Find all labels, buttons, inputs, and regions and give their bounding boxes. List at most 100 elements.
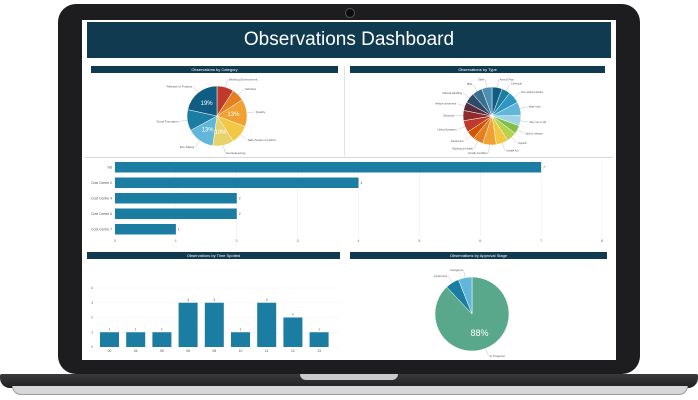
- bar: [309, 332, 329, 347]
- cost-centre-bar-chart: 0 1 2 3 4 5 6 7 8 Yat 7 Cost Centre 2 4 Cost Centre 4…: [91, 160, 603, 243]
- x-category-label: 04: [134, 349, 138, 353]
- pie-category-label: Working Environment: [229, 78, 258, 82]
- pie-category-label: Chemical: [511, 82, 522, 86]
- x-tick-label: 5: [418, 239, 420, 243]
- pie-category-label: Unsafe Condition: [468, 151, 488, 155]
- x-tick-label: 8: [601, 239, 603, 243]
- y-tick-label: 0: [91, 345, 93, 349]
- bar-value-label: 1: [178, 227, 180, 231]
- x-category-label: 13: [317, 349, 321, 353]
- pie-leader-line: [520, 120, 529, 123]
- pie-leader-line: [514, 91, 521, 98]
- bar-value-label: 2: [239, 212, 241, 216]
- pie-leader-line: [511, 137, 518, 144]
- pie-slice-label: 19%: [201, 101, 214, 107]
- x-tick-label: 1: [175, 239, 177, 243]
- time-panel-header: Observations by Time Spotted: [87, 252, 340, 259]
- stage-panel-header: Observations by Approval Stage: [350, 252, 607, 259]
- pie-leader-line: [463, 269, 466, 278]
- bar: [152, 332, 172, 347]
- y-category-label: Cost Centre 2: [91, 181, 112, 185]
- laptop-notch: [300, 374, 398, 380]
- dashboard-title: Observations Dashboard: [87, 22, 611, 58]
- pie-category-label: Other: [478, 78, 485, 82]
- pie-category-label: Vehicle movement: [435, 102, 456, 106]
- x-category-label: 06: [186, 349, 190, 353]
- bar-value-label: 2: [292, 313, 294, 317]
- pie-category-label: Cloud Formation: [156, 119, 179, 123]
- pie-category-label: Approved: [434, 274, 447, 278]
- bar: [178, 302, 198, 347]
- pie-leader-line: [517, 129, 525, 134]
- pie-category-label: Release of Product: [167, 84, 193, 88]
- bar: [115, 162, 542, 173]
- x-tick-label: 6: [479, 239, 481, 243]
- pie-leader-line: [457, 103, 465, 107]
- pie-leader-line: [462, 92, 470, 99]
- x-category-label: 05: [160, 349, 164, 353]
- dashboard-screen: Observations Dashboard Observations by C…: [82, 20, 616, 360]
- section-divider-1: [85, 157, 613, 158]
- pie-category-label: In Progress: [490, 354, 506, 358]
- pie-leader-line: [193, 86, 199, 93]
- pie-category-label: Vehicles: [245, 87, 257, 91]
- x-tick-label: 7: [540, 239, 542, 243]
- pie-category-label: Fire Safety: [180, 145, 195, 149]
- pie-category-label: Electrical: [443, 113, 454, 117]
- pie-leader-line: [485, 79, 487, 88]
- pie-category-label: Spill or release: [526, 132, 544, 136]
- pie-slice: [458, 276, 473, 315]
- x-tick-label: 0: [114, 239, 116, 243]
- pie-leader-line: [447, 275, 453, 283]
- y-tick-label: 3: [91, 301, 93, 305]
- x-tick-label: 3: [297, 239, 299, 243]
- category-panel-header: Observations by Category: [91, 66, 338, 73]
- pie-leader-line: [246, 111, 255, 113]
- pie-category-label: Speech: [518, 141, 527, 145]
- pie-category-label: Assigned: [450, 268, 463, 272]
- pie-category-label: Housekeeping: [226, 151, 246, 155]
- x-category-label: 12: [291, 349, 295, 353]
- bar-value-label: 3: [266, 298, 268, 302]
- bar: [115, 193, 237, 204]
- y-category-label: Cost Centre 4: [91, 196, 112, 200]
- bar: [115, 208, 237, 219]
- pie-leader-line: [520, 106, 528, 109]
- bar: [204, 302, 224, 347]
- category-pie-chart: Working Environment Vehicles 13% Quality Saf…: [156, 78, 276, 156]
- bar: [115, 177, 359, 188]
- pie-leader-line: [485, 348, 489, 356]
- x-category-label: 08: [212, 349, 216, 353]
- pie-leader-line: [225, 79, 228, 88]
- pie-leader-line: [179, 120, 188, 122]
- pie-leader-line: [223, 145, 226, 154]
- pie-leader-line: [488, 144, 490, 153]
- y-category-label: Cost Centre 7: [91, 227, 112, 231]
- bar: [257, 302, 277, 347]
- bar: [100, 332, 119, 347]
- laptop-base: [0, 374, 698, 388]
- pie-leader-line: [473, 141, 479, 149]
- pie-slice-label: 13%: [202, 128, 215, 134]
- top-row-divider: [344, 66, 345, 156]
- x-tick-label: 2: [236, 239, 238, 243]
- pie-category-label: Equipment: [451, 139, 464, 143]
- bar-value-label: 3: [187, 298, 189, 302]
- y-tick-label: 2: [91, 316, 93, 320]
- pie-slice-label: 88%: [470, 328, 488, 338]
- pie-category-label: Near-miss: [529, 105, 542, 109]
- bar-value-label: 1: [161, 327, 163, 331]
- bar: [283, 317, 303, 347]
- x-category-label: 10: [239, 349, 243, 353]
- pie-leader-line: [497, 79, 499, 88]
- bar-value-label: 3: [213, 298, 215, 302]
- webcam-icon: [345, 8, 355, 18]
- bar-value-label: 1: [109, 327, 111, 331]
- bar-value-label: 2: [239, 196, 241, 200]
- type-panel-header: Observations by Type: [350, 66, 605, 73]
- x-category-label: 00: [108, 349, 112, 353]
- x-category-label: 11: [265, 349, 269, 353]
